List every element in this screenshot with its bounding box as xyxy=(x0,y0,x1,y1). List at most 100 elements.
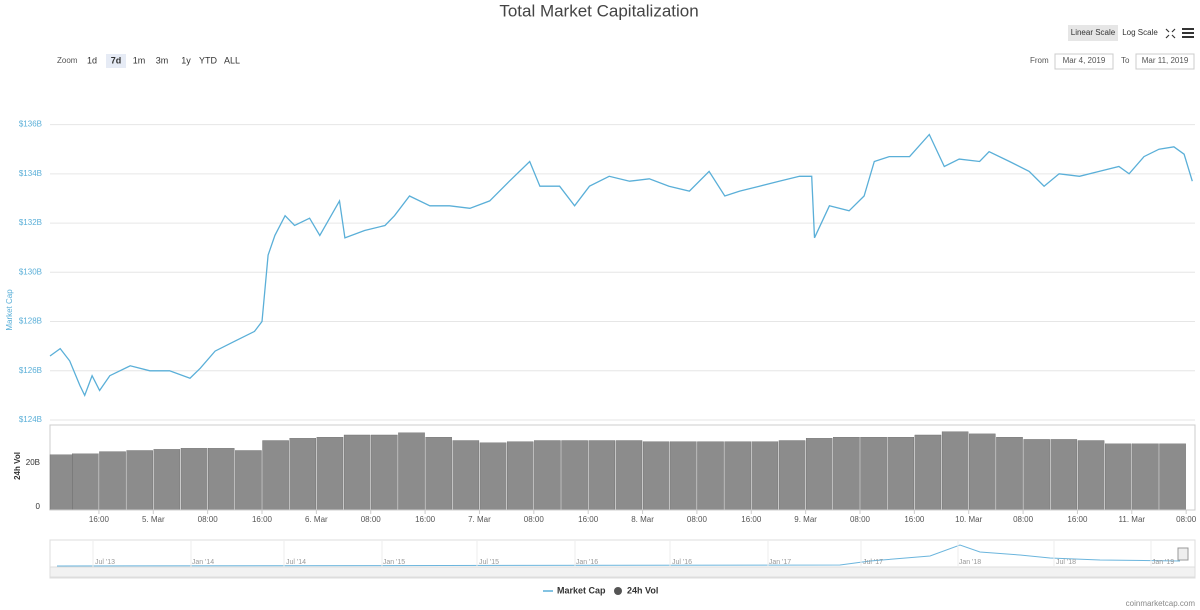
y-tick-label: $128B xyxy=(19,317,42,326)
zoom-button[interactable]: 1m xyxy=(133,55,146,65)
scrollbar[interactable] xyxy=(49,566,1196,578)
bar xyxy=(425,437,452,511)
chart-title: Total Market Capitalization xyxy=(499,1,698,20)
y-tick-label: $136B xyxy=(19,120,42,129)
navigator-label: Jan '17 xyxy=(769,559,791,566)
bar xyxy=(262,440,289,511)
x-tick-label: 16:00 xyxy=(578,515,599,524)
bar xyxy=(751,441,779,511)
x-tick-label: 16:00 xyxy=(252,515,273,524)
y-tick-label: $126B xyxy=(19,366,42,375)
bar xyxy=(697,441,724,511)
zoom-button[interactable]: 1y xyxy=(181,55,191,65)
y-tick-label: $134B xyxy=(19,169,42,178)
navigator-label: Jan '18 xyxy=(959,559,981,566)
x-tick-label: 6. Mar xyxy=(305,515,328,524)
bar xyxy=(1159,443,1186,511)
y-tick-label: 0 xyxy=(36,502,41,511)
bar xyxy=(180,448,208,511)
bar xyxy=(778,440,806,511)
x-tick-label: 16:00 xyxy=(415,515,436,524)
bar xyxy=(996,437,1023,511)
bar xyxy=(316,437,344,511)
navigator-label: Jan '16 xyxy=(576,559,598,566)
x-tick-label: 08:00 xyxy=(198,515,219,524)
scale-button[interactable]: Linear Scale xyxy=(1071,28,1116,37)
x-tick-label: 08:00 xyxy=(850,515,871,524)
y-axis-label: Market Cap xyxy=(5,289,14,331)
x-tick-label: 9. Mar xyxy=(794,515,817,524)
bar xyxy=(153,449,181,511)
x-tick-label: 11. Mar xyxy=(1119,515,1146,524)
bar xyxy=(534,440,561,511)
legend-label[interactable]: Market Cap xyxy=(557,585,606,595)
zoom-button[interactable]: 3m xyxy=(156,55,169,65)
bar xyxy=(452,440,480,511)
y-tick-label: $124B xyxy=(19,415,42,424)
bar xyxy=(914,434,942,511)
bar xyxy=(887,437,915,511)
x-tick-label: 16:00 xyxy=(741,515,762,524)
x-tick-label: 16:00 xyxy=(1067,515,1088,524)
y-axis-label: 24h Vol xyxy=(13,452,22,480)
navigator-label: Jul '16 xyxy=(672,559,692,566)
navigator-line xyxy=(56,544,1181,567)
bar xyxy=(99,451,126,511)
date-box[interactable] xyxy=(1135,53,1195,70)
menu-icon[interactable] xyxy=(1182,28,1194,38)
to-label: To xyxy=(1121,56,1130,65)
from-label: From xyxy=(1030,56,1049,65)
navigator-label: Jul '13 xyxy=(95,559,115,566)
y-tick-label: 20B xyxy=(26,458,40,467)
x-tick-label: 16:00 xyxy=(904,515,925,524)
bar xyxy=(126,450,153,511)
bar xyxy=(588,440,616,511)
bar xyxy=(1050,439,1078,511)
credit: coinmarketcap.com xyxy=(1126,599,1196,608)
navigator-label: Jul '15 xyxy=(479,559,499,566)
x-tick-label: 08:00 xyxy=(1013,515,1034,524)
bar xyxy=(72,453,99,511)
legend-label[interactable]: 24h Vol xyxy=(627,585,658,595)
x-tick-label: 08:00 xyxy=(361,515,382,524)
bar xyxy=(670,441,697,511)
navigator-handle[interactable] xyxy=(1177,547,1189,561)
navigator-label: Jan '19 xyxy=(1152,559,1174,566)
button-bg xyxy=(106,54,126,68)
y-tick-label: $132B xyxy=(19,218,42,227)
x-tick-label: 7. Mar xyxy=(468,515,491,524)
x-tick-label: 10. Mar xyxy=(955,515,982,524)
bar xyxy=(1077,440,1105,511)
x-tick-label: 8. Mar xyxy=(631,515,654,524)
to-date: Mar 11, 2019 xyxy=(1142,56,1189,65)
bar xyxy=(235,450,262,511)
bar xyxy=(941,431,969,511)
fullscreen-icon[interactable] xyxy=(1165,28,1176,39)
y-tick-label: $130B xyxy=(19,267,42,276)
x-tick-label: 08:00 xyxy=(687,515,708,524)
bar xyxy=(561,440,588,511)
date-box[interactable] xyxy=(1054,53,1114,70)
bar xyxy=(371,434,398,511)
zoom-button[interactable]: 7d xyxy=(111,55,122,65)
navigator-label: Jan '15 xyxy=(383,559,405,566)
x-tick-label: 08:00 xyxy=(1176,515,1197,524)
bar xyxy=(642,441,670,511)
zoom-button[interactable]: 1d xyxy=(87,55,97,65)
from-date: Mar 4, 2019 xyxy=(1063,56,1106,65)
bar xyxy=(833,437,860,511)
zoom-label: Zoom xyxy=(57,56,78,65)
bar xyxy=(969,433,996,511)
bar xyxy=(398,432,425,511)
bar xyxy=(479,442,507,511)
button-bg xyxy=(1068,25,1118,41)
bar xyxy=(860,437,887,511)
bar xyxy=(207,448,235,511)
zoom-button[interactable]: YTD xyxy=(199,55,218,65)
bar xyxy=(615,440,643,511)
scale-button[interactable]: Log Scale xyxy=(1122,28,1158,37)
navigator-label: Jan '14 xyxy=(192,559,214,566)
bar xyxy=(343,434,371,511)
zoom-button[interactable]: ALL xyxy=(224,55,240,65)
